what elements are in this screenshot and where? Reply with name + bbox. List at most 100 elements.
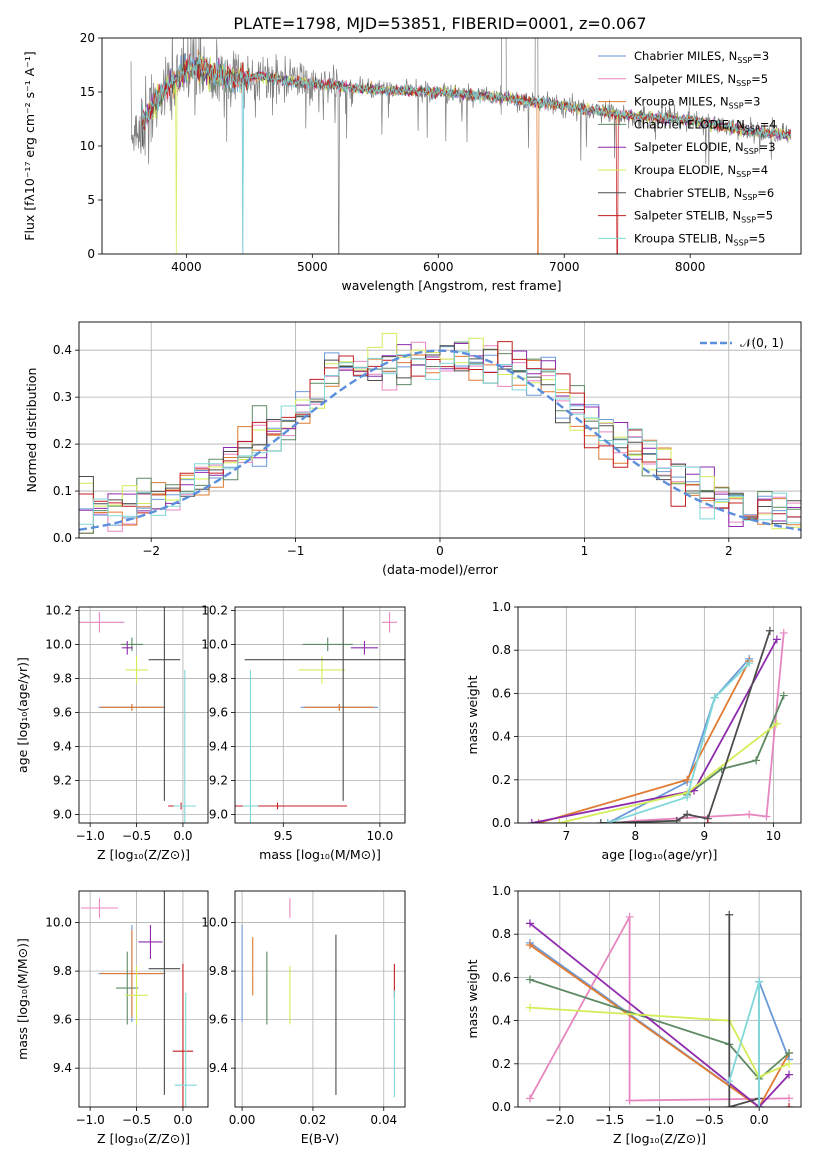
x-tick-label: 7000	[549, 260, 580, 274]
legend-label: Chabrier ELODIE, NSSP=4	[634, 117, 777, 133]
legend-label: 𝒩(0, 1)	[740, 336, 784, 350]
error-bar-point	[173, 669, 196, 823]
weight-series	[703, 819, 712, 823]
age-vs-metallicity-panel: −1.0 −0.5 0.0 9.0 9.2 9.4 9.6 9.8 10.0 10.2 Z [log…	[15, 603, 209, 862]
x-tick-label: 0.04	[370, 1113, 397, 1127]
x-tick-label: 0	[436, 544, 444, 558]
weight-marker	[625, 1096, 634, 1105]
legend-name: Salpeter STELIB, N	[634, 209, 741, 223]
weight-marker	[525, 975, 534, 984]
weight-marker	[752, 756, 761, 765]
x-tick-label: 9.5	[274, 829, 293, 843]
x-tick-label: −2.0	[545, 1113, 574, 1127]
x-tick-label: −2	[142, 544, 160, 558]
axes-frame	[78, 890, 209, 1108]
weight-marker	[779, 628, 788, 637]
legend-suffix: =4	[751, 163, 768, 177]
y-tick-label: 9.0	[209, 807, 228, 821]
x-tick-label: 8000	[675, 260, 706, 274]
weight-series	[603, 659, 754, 823]
legend-sub: SSP	[729, 102, 744, 111]
weight-marker	[703, 819, 712, 823]
weight-marker	[725, 910, 734, 919]
weight-line	[529, 922, 790, 1107]
x-axis-label: age [log₁₀(age/yr)]	[602, 847, 718, 862]
legend-name: Kroupa STELIB, N	[634, 231, 734, 245]
y-tick-label: 9.4	[53, 739, 72, 753]
legend-sub: SSP	[737, 56, 752, 65]
weight-line	[529, 1006, 790, 1078]
y-tick-label: 9.8	[53, 671, 72, 685]
y-axis-label: age [log₁₀(age/yr)]	[15, 657, 30, 773]
error-bar-point	[125, 656, 148, 684]
weight-marker	[765, 626, 774, 635]
weight-marker	[785, 1094, 794, 1103]
plot-area	[235, 607, 405, 823]
legend-name: Kroupa ELODIE, N	[634, 163, 736, 177]
x-tick-label: −1.5	[595, 1113, 624, 1127]
x-tick-label: 8	[632, 829, 640, 843]
axes-frame	[517, 606, 802, 824]
x-axis-label: Z [log₁₀(Z/Z⊙)]	[613, 1131, 706, 1146]
axes-frame	[101, 37, 802, 255]
error-bar-point	[235, 802, 348, 810]
weight-marker	[710, 693, 719, 702]
x-axis-label: wavelength [Angstrom, rest frame]	[341, 278, 561, 293]
y-tick-label: 5	[87, 193, 95, 207]
legend-suffix: =4	[760, 117, 777, 131]
y-tick-label: 10.2	[45, 603, 72, 617]
legend-name: Salpeter MILES, N	[634, 72, 736, 86]
weight-series	[785, 1103, 794, 1107]
y-axis-label: mass [log₁₀(M/M⊙)]	[15, 938, 30, 1060]
error-bar-point	[304, 703, 375, 711]
y-tick-label: 9.4	[209, 739, 228, 753]
y-axis-label: Normed distribution	[24, 368, 39, 493]
weight-marker	[785, 1103, 794, 1107]
error-bar-point	[148, 607, 181, 801]
x-tick-label: 1	[581, 544, 589, 558]
legend-sub: SSP	[745, 124, 760, 133]
y-tick-label: 0.0	[492, 1100, 511, 1114]
legend-label: Kroupa ELODIE, NSSP=4	[634, 163, 768, 179]
weight-vs-age-panel: 7 8 9 10 0.0 0.2 0.4 0.6 0.8 1.0 age [log₁₀(age/yr…	[465, 600, 802, 862]
error-bar-point	[80, 898, 118, 918]
error-bar-point	[298, 656, 346, 684]
weight-marker	[672, 816, 681, 823]
x-tick-label: 0.0	[173, 1113, 192, 1127]
plot-area	[527, 626, 788, 823]
x-tick-label: −1	[287, 544, 305, 558]
error-bar-point	[116, 951, 139, 1025]
normal-curve	[79, 349, 801, 531]
weight-line	[529, 978, 790, 1081]
x-tick-label: 9	[701, 829, 709, 843]
weight-marker	[527, 819, 536, 823]
spectrum-panel: 4000 5000 6000 7000 8000 0 5 10 15 20 wavelength […	[22, 31, 802, 293]
mass-vs-metallicity-panel: −1.0 −0.5 0.0 9.4 9.6 9.8 10.0 Z [log₁₀(Z/Z⊙)] m…	[15, 890, 209, 1146]
x-tick-label: 0.0	[173, 829, 192, 843]
legend-name: Kroupa MILES, N	[634, 95, 729, 109]
weight-marker	[525, 1003, 534, 1012]
y-tick-label: 0.2	[53, 437, 72, 451]
weight-line	[531, 638, 778, 823]
weight-marker	[683, 775, 692, 784]
legend-label: Kroupa MILES, NSSP=3	[634, 95, 760, 111]
y-axis-label: mass weight	[465, 675, 480, 754]
legend-sub: SSP	[736, 170, 751, 179]
weight-marker	[525, 1094, 534, 1103]
y-tick-label: 9.4	[53, 1061, 72, 1075]
age-vs-mass-panel: 9.5 10.0 9.0 9.2 9.4 9.6 9.8 10.0 10.2 mass [log₁…	[201, 603, 406, 862]
x-axis-label: Z [log₁₀(Z/Z⊙)]	[97, 1131, 190, 1146]
weight-line	[728, 914, 760, 1107]
x-tick-label: 10	[766, 829, 781, 843]
error-bar-point	[125, 966, 148, 1025]
y-tick-label: 0.4	[492, 730, 511, 744]
error-bar-point	[302, 637, 353, 652]
legend-suffix: =6	[757, 186, 774, 200]
legend-suffix: =5	[751, 72, 768, 86]
weight-series	[527, 635, 781, 823]
weight-marker	[762, 812, 771, 821]
residuals-panel: −2 −1 0 1 2 0.0 0.1 0.2 0.3 0.4 (data-model)/error…	[24, 321, 802, 577]
legend-label: Salpeter MILES, NSSP=5	[634, 72, 768, 88]
legend-name: Chabrier STELIB, N	[634, 186, 742, 200]
weight-marker	[785, 1070, 794, 1079]
